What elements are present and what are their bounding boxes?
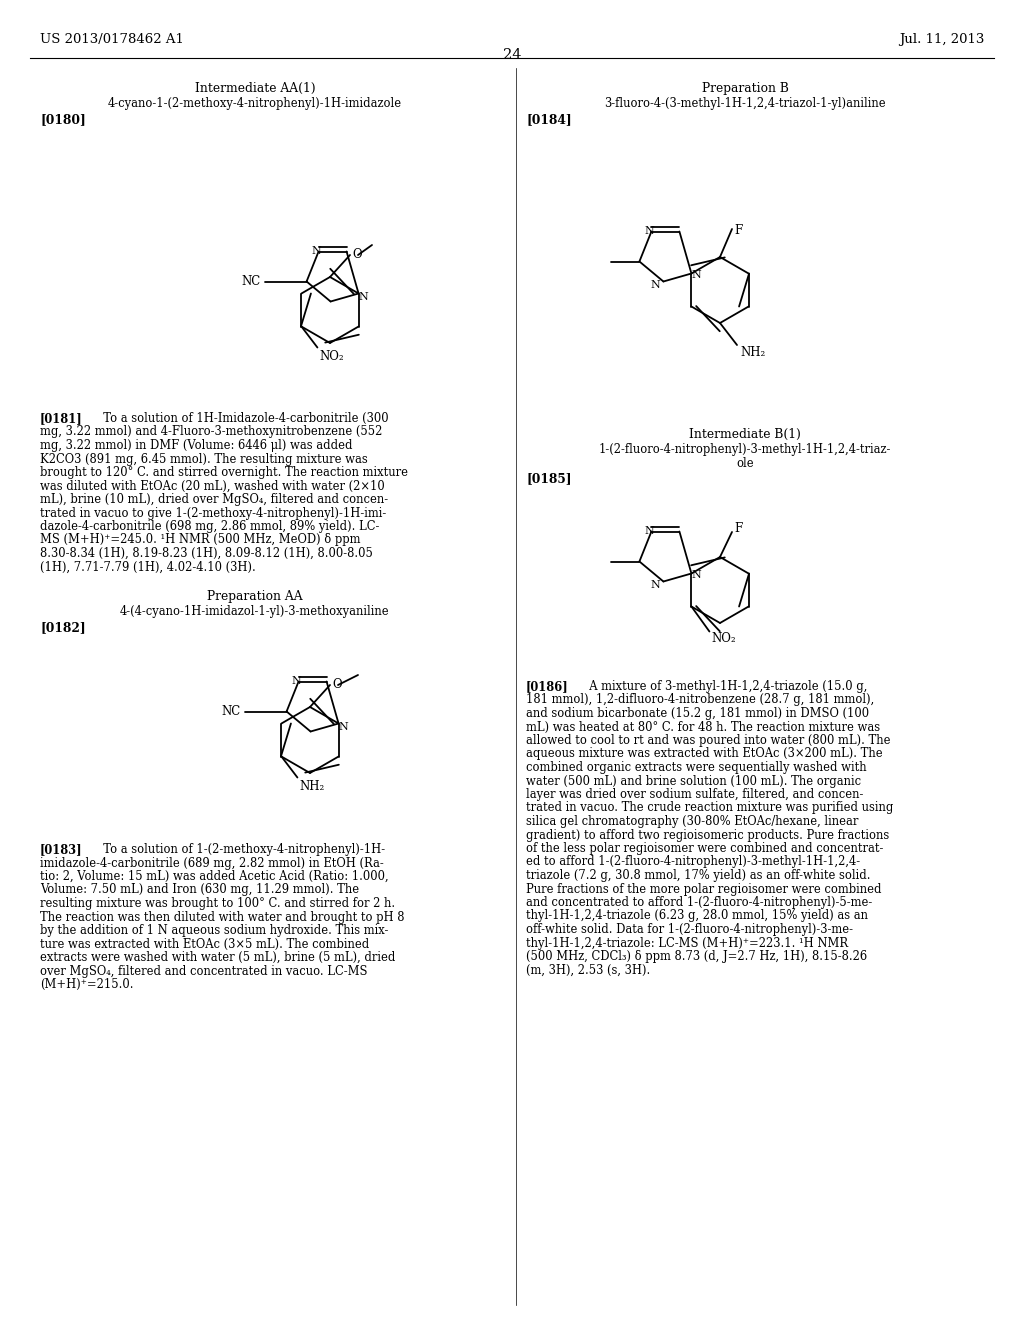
Text: by the addition of 1 N aqueous sodium hydroxide. This mix-: by the addition of 1 N aqueous sodium hy… — [40, 924, 388, 937]
Text: (500 MHz, CDCl₃) δ ppm 8.73 (d, J=2.7 Hz, 1H), 8.15-8.26: (500 MHz, CDCl₃) δ ppm 8.73 (d, J=2.7 Hz… — [526, 950, 867, 964]
Text: NC: NC — [221, 705, 241, 718]
Text: 8.30-8.34 (1H), 8.19-8.23 (1H), 8.09-8.12 (1H), 8.00-8.05: 8.30-8.34 (1H), 8.19-8.23 (1H), 8.09-8.1… — [40, 546, 373, 560]
Text: thyl-1H-1,2,4-triazole: LC-MS (M+H)⁺=223.1. ¹H NMR: thyl-1H-1,2,4-triazole: LC-MS (M+H)⁺=223… — [526, 936, 848, 949]
Text: N: N — [650, 579, 660, 590]
Text: Intermediate B(1): Intermediate B(1) — [689, 428, 801, 441]
Text: was diluted with EtOAc (20 mL), washed with water (2×10: was diluted with EtOAc (20 mL), washed w… — [40, 479, 385, 492]
Text: To a solution of 1H-Imidazole-4-carbonitrile (300: To a solution of 1H-Imidazole-4-carbonit… — [96, 412, 389, 425]
Text: ture was extracted with EtOAc (3×5 mL). The combined: ture was extracted with EtOAc (3×5 mL). … — [40, 937, 370, 950]
Text: [0186]: [0186] — [526, 680, 568, 693]
Text: Jul. 11, 2013: Jul. 11, 2013 — [899, 33, 984, 46]
Text: off-white solid. Data for 1-(2-fluoro-4-nitrophenyl)-3-me-: off-white solid. Data for 1-(2-fluoro-4-… — [526, 923, 853, 936]
Text: 1-(2-fluoro-4-nitrophenyl)-3-methyl-1H-1,2,4-triaz-: 1-(2-fluoro-4-nitrophenyl)-3-methyl-1H-1… — [599, 444, 891, 455]
Text: Preparation AA: Preparation AA — [207, 590, 303, 603]
Text: [0181]: [0181] — [40, 412, 83, 425]
Text: mL) was heated at 80° C. for 48 h. The reaction mixture was: mL) was heated at 80° C. for 48 h. The r… — [526, 721, 880, 734]
Text: imidazole-4-carbonitrile (689 mg, 2.82 mmol) in EtOH (Ra-: imidazole-4-carbonitrile (689 mg, 2.82 m… — [40, 857, 384, 870]
Text: ole: ole — [736, 457, 754, 470]
Text: The reaction was then diluted with water and brought to pH 8: The reaction was then diluted with water… — [40, 911, 404, 924]
Text: Preparation B: Preparation B — [701, 82, 788, 95]
Text: trated in vacuo to give 1-(2-methoxy-4-nitrophenyl)-1H-imi-: trated in vacuo to give 1-(2-methoxy-4-n… — [40, 507, 386, 520]
Text: of the less polar regioisomer were combined and concentrat-: of the less polar regioisomer were combi… — [526, 842, 884, 855]
Text: dazole-4-carbonitrile (698 mg, 2.86 mmol, 89% yield). LC-: dazole-4-carbonitrile (698 mg, 2.86 mmol… — [40, 520, 379, 533]
Text: To a solution of 1-(2-methoxy-4-nitrophenyl)-1H-: To a solution of 1-(2-methoxy-4-nitrophe… — [96, 843, 385, 855]
Text: allowed to cool to rt and was poured into water (800 mL). The: allowed to cool to rt and was poured int… — [526, 734, 891, 747]
Text: over MgSO₄, filtered and concentrated in vacuo. LC-MS: over MgSO₄, filtered and concentrated in… — [40, 965, 368, 978]
Text: tio: 2, Volume: 15 mL) was added Acetic Acid (Ratio: 1.000,: tio: 2, Volume: 15 mL) was added Acetic … — [40, 870, 389, 883]
Text: 181 mmol), 1,2-difluoro-4-nitrobenzene (28.7 g, 181 mmol),: 181 mmol), 1,2-difluoro-4-nitrobenzene (… — [526, 693, 874, 706]
Text: silica gel chromatography (30-80% EtOAc/hexane, linear: silica gel chromatography (30-80% EtOAc/… — [526, 814, 858, 828]
Text: 4-(4-cyano-1H-imidazol-1-yl)-3-methoxyaniline: 4-(4-cyano-1H-imidazol-1-yl)-3-methoxyan… — [120, 605, 390, 618]
Text: 3-fluoro-4-(3-methyl-1H-1,2,4-triazol-1-yl)aniline: 3-fluoro-4-(3-methyl-1H-1,2,4-triazol-1-… — [604, 96, 886, 110]
Text: A mixture of 3-methyl-1H-1,2,4-triazole (15.0 g,: A mixture of 3-methyl-1H-1,2,4-triazole … — [582, 680, 867, 693]
Text: water (500 mL) and brine solution (100 mL). The organic: water (500 mL) and brine solution (100 m… — [526, 775, 861, 788]
Text: N: N — [691, 570, 701, 581]
Text: O: O — [332, 678, 342, 692]
Text: K2CO3 (891 mg, 6.45 mmol). The resulting mixture was: K2CO3 (891 mg, 6.45 mmol). The resulting… — [40, 453, 368, 466]
Text: NH₂: NH₂ — [740, 346, 765, 359]
Text: N: N — [691, 271, 701, 281]
Text: and sodium bicarbonate (15.2 g, 181 mmol) in DMSO (100: and sodium bicarbonate (15.2 g, 181 mmol… — [526, 708, 869, 719]
Text: extracts were washed with water (5 mL), brine (5 mL), dried: extracts were washed with water (5 mL), … — [40, 950, 395, 964]
Text: ed to afford 1-(2-fluoro-4-nitrophenyl)-3-methyl-1H-1,2,4-: ed to afford 1-(2-fluoro-4-nitrophenyl)-… — [526, 855, 860, 869]
Text: [0180]: [0180] — [40, 114, 86, 125]
Text: Intermediate AA(1): Intermediate AA(1) — [195, 82, 315, 95]
Text: NH₂: NH₂ — [299, 780, 325, 792]
Text: Volume: 7.50 mL) and Iron (630 mg, 11.29 mmol). The: Volume: 7.50 mL) and Iron (630 mg, 11.29… — [40, 883, 359, 896]
Text: NO₂: NO₂ — [712, 632, 736, 645]
Text: O: O — [352, 248, 361, 261]
Text: thyl-1H-1,2,4-triazole (6.23 g, 28.0 mmol, 15% yield) as an: thyl-1H-1,2,4-triazole (6.23 g, 28.0 mmo… — [526, 909, 868, 923]
Text: resulting mixture was brought to 100° C. and stirred for 2 h.: resulting mixture was brought to 100° C.… — [40, 898, 395, 909]
Text: [0182]: [0182] — [40, 620, 86, 634]
Text: (m, 3H), 2.53 (s, 3H).: (m, 3H), 2.53 (s, 3H). — [526, 964, 650, 977]
Text: N: N — [358, 293, 369, 302]
Text: mg, 3.22 mmol) and 4-Fluoro-3-methoxynitrobenzene (552: mg, 3.22 mmol) and 4-Fluoro-3-methoxynit… — [40, 425, 382, 438]
Text: F: F — [734, 224, 742, 238]
Text: N: N — [650, 280, 660, 289]
Text: combined organic extracts were sequentially washed with: combined organic extracts were sequentia… — [526, 762, 866, 774]
Text: brought to 120° C. and stirred overnight. The reaction mixture: brought to 120° C. and stirred overnight… — [40, 466, 408, 479]
Text: gradient) to afford two regioisomeric products. Pure fractions: gradient) to afford two regioisomeric pr… — [526, 829, 889, 842]
Text: NO₂: NO₂ — [319, 350, 344, 363]
Text: mg, 3.22 mmol) in DMF (Volume: 6446 μl) was added: mg, 3.22 mmol) in DMF (Volume: 6446 μl) … — [40, 440, 352, 451]
Text: 24: 24 — [503, 48, 521, 62]
Text: triazole (7.2 g, 30.8 mmol, 17% yield) as an off-white solid.: triazole (7.2 g, 30.8 mmol, 17% yield) a… — [526, 869, 870, 882]
Text: N: N — [644, 525, 654, 536]
Text: N: N — [339, 722, 348, 733]
Text: and concentrated to afford 1-(2-fluoro-4-nitrophenyl)-5-me-: and concentrated to afford 1-(2-fluoro-4… — [526, 896, 872, 909]
Text: mL), brine (10 mL), dried over MgSO₄, filtered and concen-: mL), brine (10 mL), dried over MgSO₄, fi… — [40, 492, 388, 506]
Text: Pure fractions of the more polar regioisomer were combined: Pure fractions of the more polar regiois… — [526, 883, 882, 895]
Text: US 2013/0178462 A1: US 2013/0178462 A1 — [40, 33, 184, 46]
Text: trated in vacuo. The crude reaction mixture was purified using: trated in vacuo. The crude reaction mixt… — [526, 801, 893, 814]
Text: NC: NC — [242, 275, 260, 288]
Text: 4-cyano-1-(2-methoxy-4-nitrophenyl)-1H-imidazole: 4-cyano-1-(2-methoxy-4-nitrophenyl)-1H-i… — [108, 96, 402, 110]
Text: (1H), 7.71-7.79 (1H), 4.02-4.10 (3H).: (1H), 7.71-7.79 (1H), 4.02-4.10 (3H). — [40, 561, 256, 573]
Text: [0183]: [0183] — [40, 843, 83, 855]
Text: N: N — [292, 676, 301, 685]
Text: F: F — [734, 521, 742, 535]
Text: aqueous mixture was extracted with EtOAc (3×200 mL). The: aqueous mixture was extracted with EtOAc… — [526, 747, 883, 760]
Text: MS (M+H)⁺=245.0. ¹H NMR (500 MHz, MeOD) δ ppm: MS (M+H)⁺=245.0. ¹H NMR (500 MHz, MeOD) … — [40, 533, 360, 546]
Text: N: N — [311, 246, 322, 256]
Text: N: N — [644, 226, 654, 235]
Text: (M+H)⁺=215.0.: (M+H)⁺=215.0. — [40, 978, 133, 991]
Text: layer was dried over sodium sulfate, filtered, and concen-: layer was dried over sodium sulfate, fil… — [526, 788, 863, 801]
Text: [0185]: [0185] — [526, 473, 571, 484]
Text: [0184]: [0184] — [526, 114, 571, 125]
